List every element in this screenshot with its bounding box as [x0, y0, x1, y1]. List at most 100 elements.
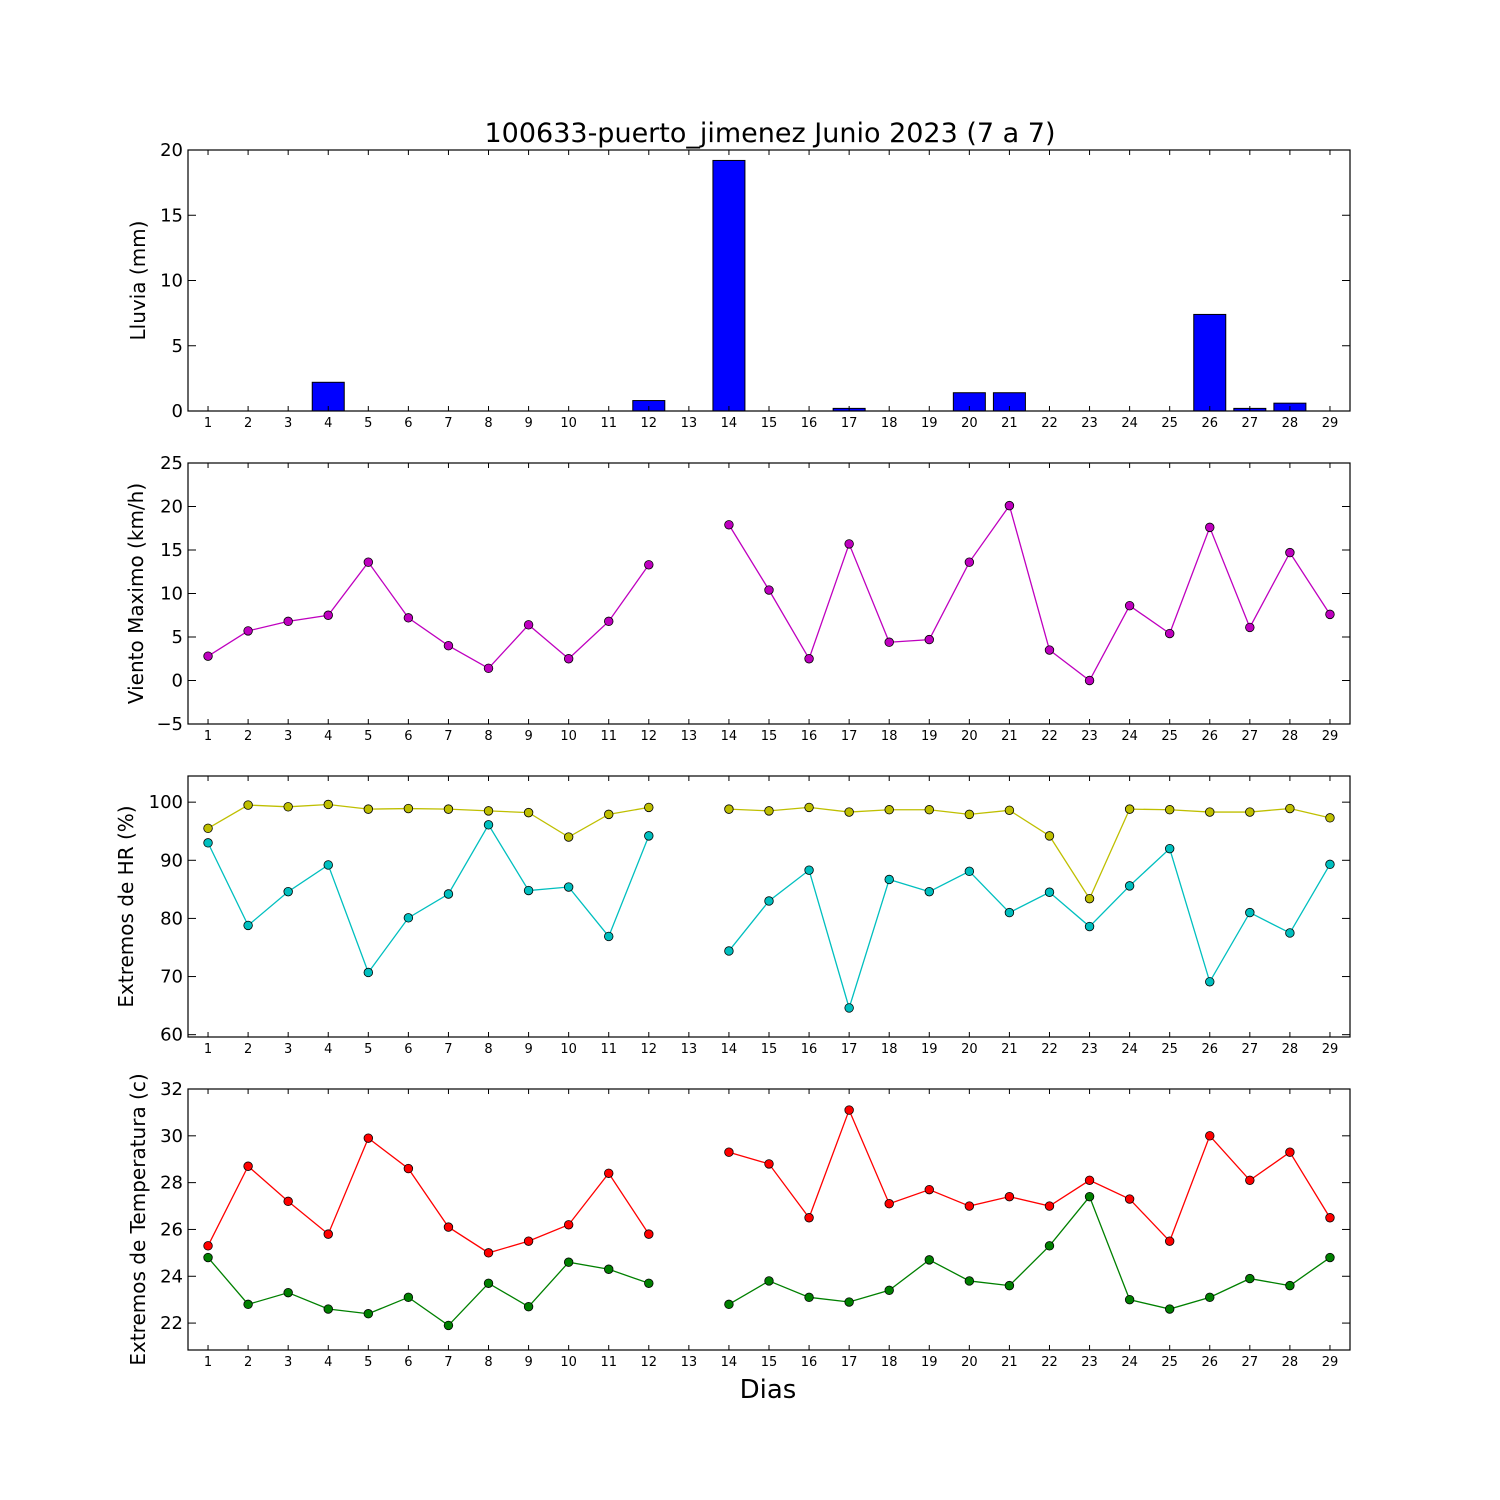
series-1-point-day-16	[804, 1213, 814, 1223]
x-tick-label: 1	[204, 729, 212, 744]
series-1-line-segment-1	[207, 1137, 650, 1254]
x-axis-label: Dias	[740, 1375, 797, 1405]
x-tick-label: 20	[961, 1042, 978, 1057]
y-axis-label: Extremos de HR (%)	[114, 805, 138, 1007]
x-tick-label: 3	[284, 729, 292, 744]
x-tick-label: 7	[444, 1042, 452, 1057]
panel-1: 1 2 3 4 5 6 7 8 9 10 11 12 13 14 15 16 17 18 19 20 21 22 23 24 2…	[126, 140, 1351, 431]
y-tick-label: 20	[160, 497, 183, 518]
series-2-line-segment-1	[207, 823, 650, 974]
x-tick-label: 10	[560, 1355, 577, 1370]
x-tick-label: 27	[1242, 1042, 1259, 1057]
series-1-point-day-25	[1164, 628, 1175, 639]
x-tick-label: 1	[204, 1042, 212, 1057]
x-tick-label: 8	[484, 1042, 492, 1057]
x-tick-label: 25	[1161, 1355, 1178, 1370]
x-tick-label: 14	[721, 1042, 738, 1057]
y-tick-label: 20	[160, 140, 183, 161]
x-tick-label: 18	[881, 729, 898, 744]
y-tick-label: 100	[149, 792, 183, 813]
series-2-point-day-12	[644, 831, 654, 841]
y-tick-label: 5	[172, 336, 183, 357]
series-2-point-day-16	[804, 1292, 814, 1303]
series-1-point-day-17	[844, 807, 854, 817]
x-tick-label: 21	[1001, 729, 1018, 744]
series-1-point-day-18	[884, 1198, 894, 1209]
x-tick-label: 20	[961, 416, 978, 431]
series-1-point-day-29	[1325, 609, 1335, 620]
x-tick-label: 12	[641, 1355, 658, 1370]
series-1-point-day-28	[1285, 547, 1295, 558]
series-1-point-day-1	[203, 1241, 213, 1251]
series-2-point-day-22	[1044, 887, 1055, 897]
series-1-point-day-22	[1044, 645, 1055, 655]
y-tick-label: 0	[172, 401, 183, 422]
x-tick-label: 18	[881, 1355, 898, 1370]
series-2-point-day-21	[1004, 907, 1015, 918]
series-1-point-day-1	[203, 823, 213, 834]
series-2-point-day-26	[1205, 1292, 1215, 1303]
x-tick-label: 7	[444, 1355, 452, 1370]
series-1-point-day-19	[924, 634, 934, 645]
x-tick-label: 9	[524, 729, 532, 744]
x-tick-label: 21	[1001, 416, 1018, 431]
series-2-point-day-12	[644, 1278, 654, 1288]
series-1-point-day-8	[483, 1248, 494, 1258]
y-tick-label: 32	[160, 1079, 183, 1100]
y-tick-label: 24	[160, 1266, 183, 1287]
x-tick-label: 29	[1322, 416, 1339, 431]
series-1-point-day-5	[363, 1133, 374, 1143]
series-1-point-day-25	[1164, 1236, 1175, 1246]
series-2-point-day-17	[844, 1297, 854, 1307]
x-tick-label: 2	[244, 416, 252, 431]
series-2-point-day-6	[403, 913, 414, 923]
x-tick-label: 29	[1322, 729, 1339, 744]
x-tick-label: 26	[1201, 729, 1218, 744]
series-1-point-day-9	[523, 620, 534, 630]
series-2-point-day-4	[323, 1304, 333, 1314]
x-tick-label: 17	[841, 1355, 858, 1370]
series-1-point-day-11	[604, 1168, 614, 1178]
x-tick-label: 17	[841, 416, 858, 431]
series-2-point-day-21	[1004, 1280, 1015, 1291]
x-tick-label: 7	[444, 729, 452, 744]
series-1-point-day-7	[443, 641, 454, 651]
x-tick-label: 4	[324, 1042, 332, 1057]
x-tick-label: 20	[961, 729, 978, 744]
x-tick-label: 11	[600, 729, 617, 744]
series-1-point-day-28	[1285, 1147, 1295, 1157]
series-1-point-day-5	[363, 804, 374, 814]
x-tick-label: 9	[524, 1042, 532, 1057]
series-1-line-segment-1	[207, 803, 649, 838]
x-tick-label: 2	[244, 1355, 252, 1370]
x-tick-label: 14	[721, 416, 738, 431]
series-1-point-day-16	[804, 802, 814, 813]
y-tick-label: 80	[160, 908, 183, 929]
x-tick-label: 1	[204, 1355, 212, 1370]
y-tick-label: 90	[160, 850, 183, 871]
series-1-point-day-10	[563, 654, 574, 664]
series-1-point-day-27	[1245, 1175, 1255, 1185]
series-1-point-day-28	[1285, 803, 1295, 814]
x-tick-label: 25	[1161, 729, 1178, 744]
x-tick-label: 19	[921, 1355, 938, 1370]
series-1-point-day-5	[363, 557, 374, 567]
x-tick-label: 8	[484, 729, 492, 744]
panel-3: 1 2 3 4 5 6 7 8 9 10 11 12 13 14 15 16 17 18 19 20 21 22 23 24 2…	[114, 775, 1351, 1057]
series-1-point-day-18	[884, 805, 894, 815]
x-tick-label: 15	[761, 1042, 778, 1057]
x-tick-label: 16	[801, 1355, 818, 1370]
y-tick-label: 5	[172, 627, 183, 648]
x-tick-label: 12	[641, 1042, 658, 1057]
series-2-point-day-7	[443, 1320, 454, 1331]
x-tick-label: 23	[1081, 1042, 1098, 1057]
series-1-point-day-6	[403, 1163, 414, 1174]
x-tick-label: 8	[484, 1355, 492, 1370]
series-1-point-day-24	[1124, 1194, 1135, 1204]
y-tick-label: −5	[156, 714, 183, 735]
x-tick-label: 17	[841, 729, 858, 744]
y-tick-label: 26	[160, 1219, 183, 1240]
series-2-point-day-28	[1285, 1280, 1295, 1291]
bar-day-14	[712, 159, 746, 412]
series-1-point-day-23	[1084, 675, 1095, 686]
